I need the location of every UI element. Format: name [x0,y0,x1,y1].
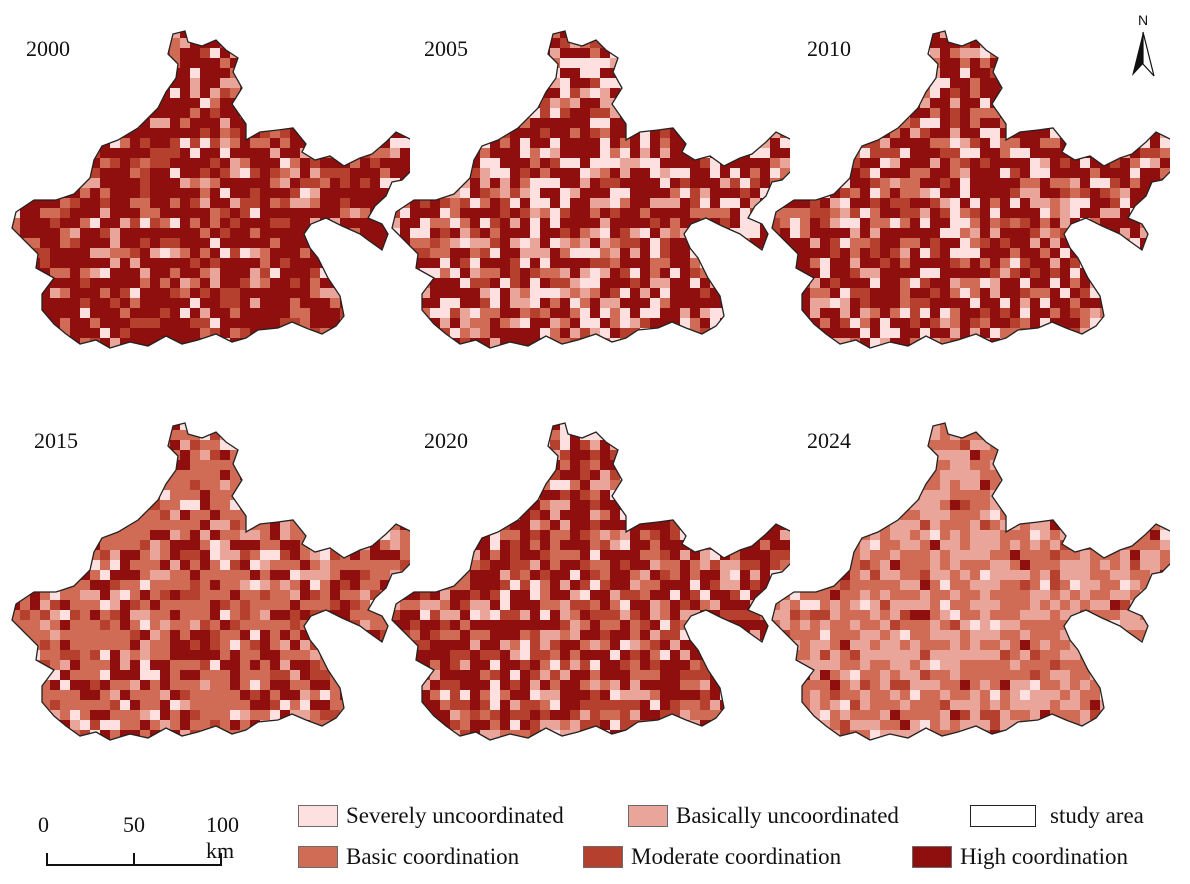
north-label: N [1138,12,1148,28]
legend-label-study-area: study area [1050,803,1144,828]
study-area-boundary-2015 [11,422,410,741]
map-2024 [771,422,1170,741]
year-label-2024: 2024 [807,428,851,453]
study-area-boundary-2010 [771,30,1170,349]
raster-cells-2024 [772,423,1170,740]
legend-swatch-study-area [970,805,1036,827]
legend-study-area: study area [970,802,1144,830]
year-label-2005: 2005 [424,36,468,61]
legend-label-high-coordination: High coordination [960,844,1128,869]
year-label-2010: 2010 [807,36,851,61]
raster-cells-2015 [12,423,410,740]
legend-label-moderate-coordination: Moderate coordination [631,844,842,869]
raster-cells-2020 [392,423,790,740]
legend-moderate-coordination: Moderate coordination [583,843,841,871]
map-panel-2020 [390,420,790,770]
scale-label-0: 0 [38,812,49,837]
map-panel-2000 [10,28,410,378]
legend-severely-uncoordinated: Severely uncoordinated [298,802,564,830]
map-2020 [391,422,790,741]
legend-swatch-basic-coordination [298,846,338,868]
scale-label-50: 50 [123,812,145,837]
raster-cells-2005 [392,31,790,348]
study-area-boundary-2020 [391,422,790,741]
study-area-boundary-2000 [11,30,410,349]
north-arrow-icon: N [1132,12,1155,77]
map-panel-2015 [10,420,410,770]
legend-high-coordination: High coordination [912,843,1128,871]
scale-bar-lines [46,853,222,866]
map-panel-2005 [390,28,790,378]
map-2010 [771,30,1170,349]
legend-label-basic-coordination: Basic coordination [346,844,520,869]
map-2005 [391,30,790,349]
legend-swatch-severely-uncoordinated [298,805,338,827]
year-label-2000: 2000 [26,36,70,61]
map-panel-2024 [770,420,1170,770]
legend-swatch-basically-uncoordinated [628,805,668,827]
map-panel-2010 [770,28,1170,378]
legend-label-basically-uncoordinated: Basically uncoordinated [676,803,899,828]
study-area-boundary-2024 [771,422,1170,741]
scale-bar: 0 50 100 km [30,806,270,876]
raster-cells-2000 [12,31,410,348]
legend-basic-coordination: Basic coordination [298,843,519,871]
raster-cells-2010 [772,31,1170,348]
year-label-2020: 2020 [424,428,468,453]
legend-swatch-moderate-coordination [583,846,623,868]
legend-swatch-high-coordination [912,846,952,868]
map-2000 [11,30,410,349]
map-2015 [11,422,410,741]
year-label-2015: 2015 [34,428,78,453]
legend-label-severely-uncoordinated: Severely uncoordinated [346,803,564,828]
legend-basically-uncoordinated: Basically uncoordinated [628,802,899,830]
study-area-boundary-2005 [391,30,790,349]
